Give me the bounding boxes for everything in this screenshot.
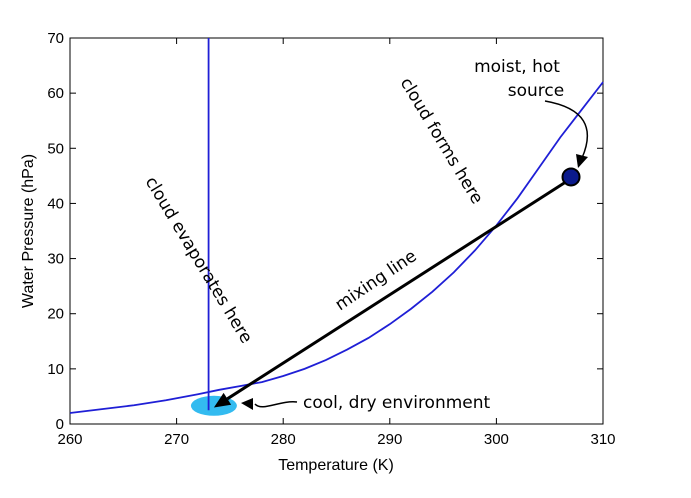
x-tick-label: 310 <box>590 431 615 448</box>
axis-ticks <box>69 37 604 425</box>
mixing-line <box>226 177 572 401</box>
y-tick-label: 10 <box>47 361 64 378</box>
y-tick-label: 0 <box>56 416 64 433</box>
y-tick-label: 20 <box>47 306 64 323</box>
x-tick-label: 260 <box>57 431 82 448</box>
x-tick-label: 300 <box>484 431 509 448</box>
annotation-moist-hot: moist, hot <box>474 57 560 77</box>
x-tick-label: 280 <box>271 431 296 448</box>
y-tick-label: 50 <box>47 140 64 157</box>
x-tick-label: 270 <box>164 431 189 448</box>
callout-arrow-source <box>544 100 589 159</box>
source-point <box>561 167 581 187</box>
series-layer <box>69 38 604 416</box>
x-tick-label: 290 <box>377 431 402 448</box>
y-tick-label: 70 <box>47 30 64 47</box>
y-tick-label: 60 <box>47 85 64 102</box>
annotation-cool-dry: cool, dry environment <box>303 393 491 413</box>
y-tick-label: 30 <box>47 251 64 268</box>
x-tick-labels: 260 270 280 290 300 310 <box>57 431 615 448</box>
y-tick-labels: 0 10 20 30 40 50 60 70 <box>47 30 64 433</box>
mixing-line-arrowhead <box>213 392 232 408</box>
annotation-source: source <box>508 81 564 101</box>
y-axis-label: Water Pressure (hPa) <box>20 154 37 308</box>
y-tick-label: 40 <box>47 195 64 212</box>
saturation-curve <box>69 81 604 414</box>
callout-arrowhead-environment <box>241 398 253 410</box>
x-axis-label: Temperature (K) <box>278 457 394 474</box>
callout-arrowhead-source <box>576 154 588 168</box>
plot-frame <box>69 37 604 425</box>
callout-arrow-environment <box>254 401 298 408</box>
